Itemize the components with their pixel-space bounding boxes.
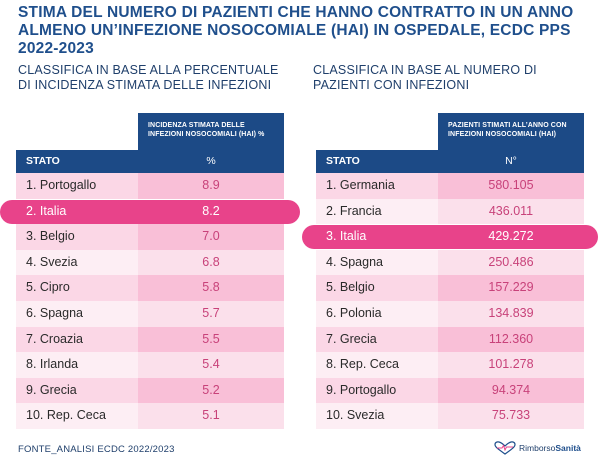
source-note: FONTE_ANALISI ECDC 2022/2023 [18, 444, 175, 455]
state-cell: 5. Belgio [316, 275, 438, 301]
logo-text-part1: Rimborso [519, 443, 556, 453]
left-table-title: CLASSIFICA IN BASE ALLA PERCENTUALE DI I… [18, 63, 279, 92]
value-cell: 94.374 [438, 377, 584, 404]
logo-text-part2: Sanità [555, 443, 581, 453]
value-cell: 5.5 [138, 326, 284, 353]
state-cell: 3. Belgio [16, 224, 138, 250]
value-cell: 5.2 [138, 377, 284, 404]
state-cell: 1. Portogallo [16, 173, 138, 199]
right-table-title: CLASSIFICA IN BASE AL NUMERO DI PAZIENTI… [313, 63, 537, 92]
column-header-state: STATO [326, 155, 360, 167]
value-cell: 134.839 [438, 300, 584, 327]
state-cell: 8. Rep. Ceca [316, 352, 438, 378]
state-cell: 10. Rep. Ceca [16, 403, 138, 429]
value-cell: 436.011 [438, 198, 584, 225]
value-cell: 8.9 [138, 173, 284, 199]
column-header-state: STATO [26, 155, 60, 167]
value-cell: 250.486 [438, 249, 584, 276]
state-cell: 8. Irlanda [16, 352, 138, 378]
state-cell: 1. Germania [316, 173, 438, 199]
column-header-value: % [206, 155, 216, 167]
state-cell: 2. Italia [26, 203, 67, 218]
brand-logo: Rimborso Sanità [494, 441, 581, 455]
value-cell: 112.360 [438, 326, 584, 353]
page-title: STIMA DEL NUMERO DI PAZIENTI CHE HANNO C… [18, 4, 574, 57]
value-cell: 7.0 [138, 224, 284, 250]
table-header-row: STATO % [16, 150, 284, 173]
value-cell: 580.105 [438, 173, 584, 199]
state-cell: 5. Cipro [16, 275, 138, 301]
table-header-row: STATO N° [316, 150, 584, 173]
state-cell: 10. Svezia [316, 403, 438, 429]
value-cell: 101.278 [438, 352, 584, 378]
highlight-bar [302, 225, 598, 250]
state-cell: 6. Polonia [316, 300, 438, 327]
value-header-caption: INCIDENZA STIMATA DELLE INFEZIONI NOSOCO… [138, 113, 284, 150]
heart-pulse-icon [494, 441, 516, 455]
state-cell: 2. Francia [316, 198, 438, 225]
state-cell: 3. Italia [326, 229, 367, 244]
state-cell: 7. Croazia [16, 326, 138, 353]
value-cell: 5.8 [138, 275, 284, 301]
state-cell: 6. Spagna [16, 300, 138, 327]
value-header-caption: PAZIENTI STIMATI ALL’ANNO CON INFEZIONI … [438, 113, 584, 150]
value-cell: 157.229 [438, 275, 584, 301]
value-cell: 5.7 [138, 300, 284, 327]
value-cell: 8.2 [202, 203, 220, 218]
value-cell: 5.1 [138, 403, 284, 429]
state-cell: 9. Grecia [16, 377, 138, 404]
state-cell: 4. Spagna [316, 249, 438, 276]
state-cell: 4. Svezia [16, 249, 138, 276]
value-cell: 75.733 [438, 403, 584, 429]
value-cell: 5.4 [138, 352, 284, 378]
value-cell: 6.8 [138, 249, 284, 276]
highlight-bar [0, 199, 300, 224]
column-header-value: N° [505, 155, 517, 167]
value-cell: 429.272 [488, 229, 534, 244]
state-cell: 7. Grecia [316, 326, 438, 353]
state-cell: 9. Portogallo [316, 377, 438, 404]
